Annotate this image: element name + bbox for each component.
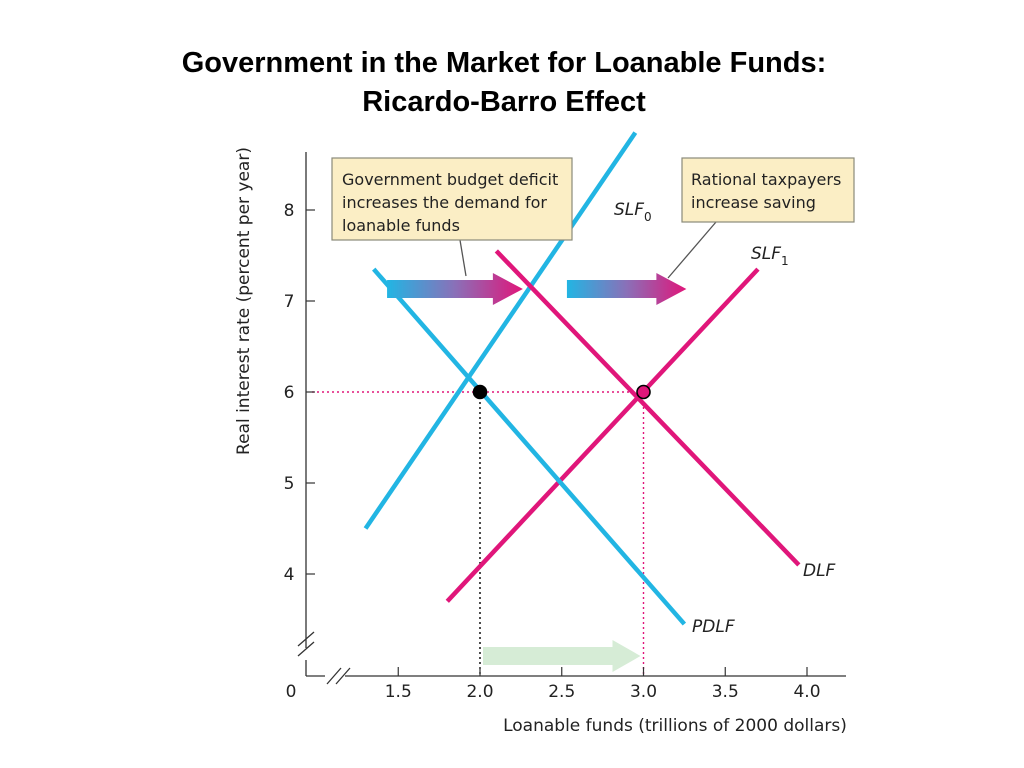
- equilibrium-point-initial: [472, 384, 488, 400]
- x-tick-label: 2.0: [466, 682, 493, 702]
- title-line-2: Ricardo-Barro Effect: [362, 86, 646, 118]
- curve-label-slf1: SLF1: [751, 244, 789, 268]
- curve-label-dlf: DLF: [803, 561, 836, 581]
- curve-slf0: [363, 131, 638, 530]
- origin-label: 0: [286, 682, 297, 702]
- x-axis-break-mark: [335, 667, 351, 685]
- taxpayers-callout-line: Rational taxpayers: [691, 170, 841, 189]
- slide-title: Government in the Market for Loanable Fu…: [0, 44, 1008, 122]
- x-tick-label: 1.5: [385, 682, 412, 702]
- equilibrium-point-new: [636, 384, 651, 400]
- x-tick-label: 4.0: [793, 682, 820, 702]
- curve-slf1: [445, 267, 760, 603]
- deficit-callout-line: loanable funds: [342, 216, 460, 235]
- taxpayers-callout-box: [681, 157, 855, 223]
- deficit-callout-box: [331, 157, 573, 241]
- curve-pdlf: [372, 267, 687, 626]
- x-tick-label: 3.0: [630, 682, 657, 702]
- y-tick-label: 7: [284, 292, 295, 312]
- y-tick-label: 6: [284, 383, 295, 403]
- y-axis-label: Real interest rate (percent per year): [234, 147, 254, 455]
- y-axis-break-mark: [297, 631, 315, 647]
- supply-shift-arrow: [566, 273, 687, 305]
- taxpayers-callout-pointer: [667, 221, 717, 279]
- x-tick-label: 2.5: [548, 682, 575, 702]
- curve-label-pdlf: PDLF: [692, 617, 735, 637]
- x-axis-label: Loanable funds (trillions of 2000 dollar…: [503, 716, 847, 736]
- deficit-callout-line: Government budget deficit: [342, 170, 558, 189]
- y-tick-label: 5: [284, 474, 295, 494]
- taxpayers-callout-line: increase saving: [691, 193, 816, 212]
- demand-shift-arrow: [387, 273, 523, 305]
- curve-dlf: [494, 249, 801, 567]
- x-axis-break-mark: [326, 667, 342, 685]
- deficit-callout-pointer: [459, 239, 467, 277]
- title-line-1: Government in the Market for Loanable Fu…: [181, 47, 827, 79]
- y-axis-break-mark: [297, 641, 315, 657]
- x-tick-label: 3.5: [712, 682, 739, 702]
- y-tick-label: 8: [284, 201, 295, 221]
- y-tick-label: 4: [284, 565, 295, 585]
- curve-label-slf0: SLF0: [614, 200, 652, 224]
- deficit-callout-line: increases the demand for: [342, 193, 547, 212]
- quantity-increase-arrow: [483, 640, 641, 672]
